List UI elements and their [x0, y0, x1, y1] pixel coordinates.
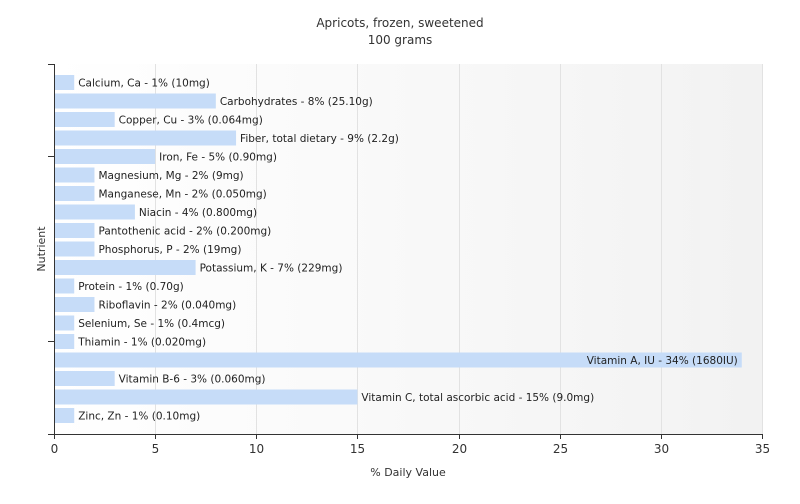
bar — [54, 408, 75, 423]
axes: 0 5 10 15 20 25 30 35 — [48, 64, 770, 456]
bar — [54, 315, 75, 331]
bar — [54, 130, 237, 146]
gridlines — [155, 64, 763, 434]
bar-label: Manganese, Mn - 2% (0.050mg) — [98, 189, 266, 201]
x-tick-label: 30 — [654, 442, 669, 456]
x-tick-label: 35 — [755, 442, 770, 456]
bar — [54, 334, 75, 349]
bar-label: Copper, Cu - 3% (0.064mg) — [119, 115, 263, 127]
plot-background — [54, 64, 762, 434]
bar — [54, 167, 95, 183]
bar — [54, 371, 115, 386]
bar-label: Vitamin C, total ascorbic acid - 15% (9.… — [361, 392, 594, 404]
bar — [54, 75, 75, 90]
chart-title: Apricots, frozen, sweetened — [316, 16, 483, 30]
bar-label: Niacin - 4% (0.800mg) — [139, 207, 257, 219]
bar — [54, 149, 156, 164]
bar-label: Pantothenic acid - 2% (0.200mg) — [98, 226, 271, 238]
x-tick-label: 5 — [152, 442, 160, 456]
bar — [54, 204, 135, 220]
bar — [54, 241, 95, 257]
bar — [54, 223, 95, 238]
bar-label: Zinc, Zn - 1% (0.10mg) — [78, 411, 200, 423]
bar-label: Phosphorus, P - 2% (19mg) — [98, 244, 241, 256]
bar-label: Thiamin - 1% (0.020mg) — [77, 337, 206, 349]
x-tick-label: 25 — [553, 442, 568, 456]
bar-label: Fiber, total dietary - 9% (2.2g) — [240, 133, 399, 145]
bar-label: Selenium, Se - 1% (0.4mcg) — [78, 318, 225, 330]
bar-label: Protein - 1% (0.70g) — [78, 281, 184, 293]
bar-label: Vitamin B-6 - 3% (0.060mg) — [119, 374, 266, 386]
bar — [54, 112, 115, 127]
x-tick-label: 0 — [51, 442, 59, 456]
bar-label: Calcium, Ca - 1% (10mg) — [78, 78, 210, 90]
bar-label: Potassium, K - 7% (229mg) — [200, 263, 343, 275]
bar — [54, 186, 95, 201]
bar-label: Carbohydrates - 8% (25.10g) — [220, 96, 373, 108]
bar — [54, 93, 216, 109]
bar — [54, 297, 95, 312]
bar-label: Iron, Fe - 5% (0.90mg) — [159, 152, 277, 164]
bar — [54, 278, 75, 294]
x-axis-title: % Daily Value — [370, 466, 446, 479]
bar-labels: Calcium, Ca - 1% (10mg) Carbohydrates - 8… — [77, 78, 738, 423]
x-tick-label: 15 — [350, 442, 365, 456]
bar-label: Riboflavin - 2% (0.040mg) — [98, 300, 236, 312]
bar — [54, 352, 742, 368]
bar — [54, 389, 358, 405]
x-tick-label: 10 — [249, 442, 264, 456]
chart-subtitle: 100 grams — [368, 33, 433, 47]
bar — [54, 260, 196, 275]
bars — [54, 75, 742, 423]
bar-label: Magnesium, Mg - 2% (9mg) — [98, 170, 243, 182]
bar-label: Vitamin A, IU - 34% (1680IU) — [587, 355, 738, 367]
x-tick-label: 20 — [452, 442, 467, 456]
y-axis-title: Nutrient — [35, 226, 48, 272]
